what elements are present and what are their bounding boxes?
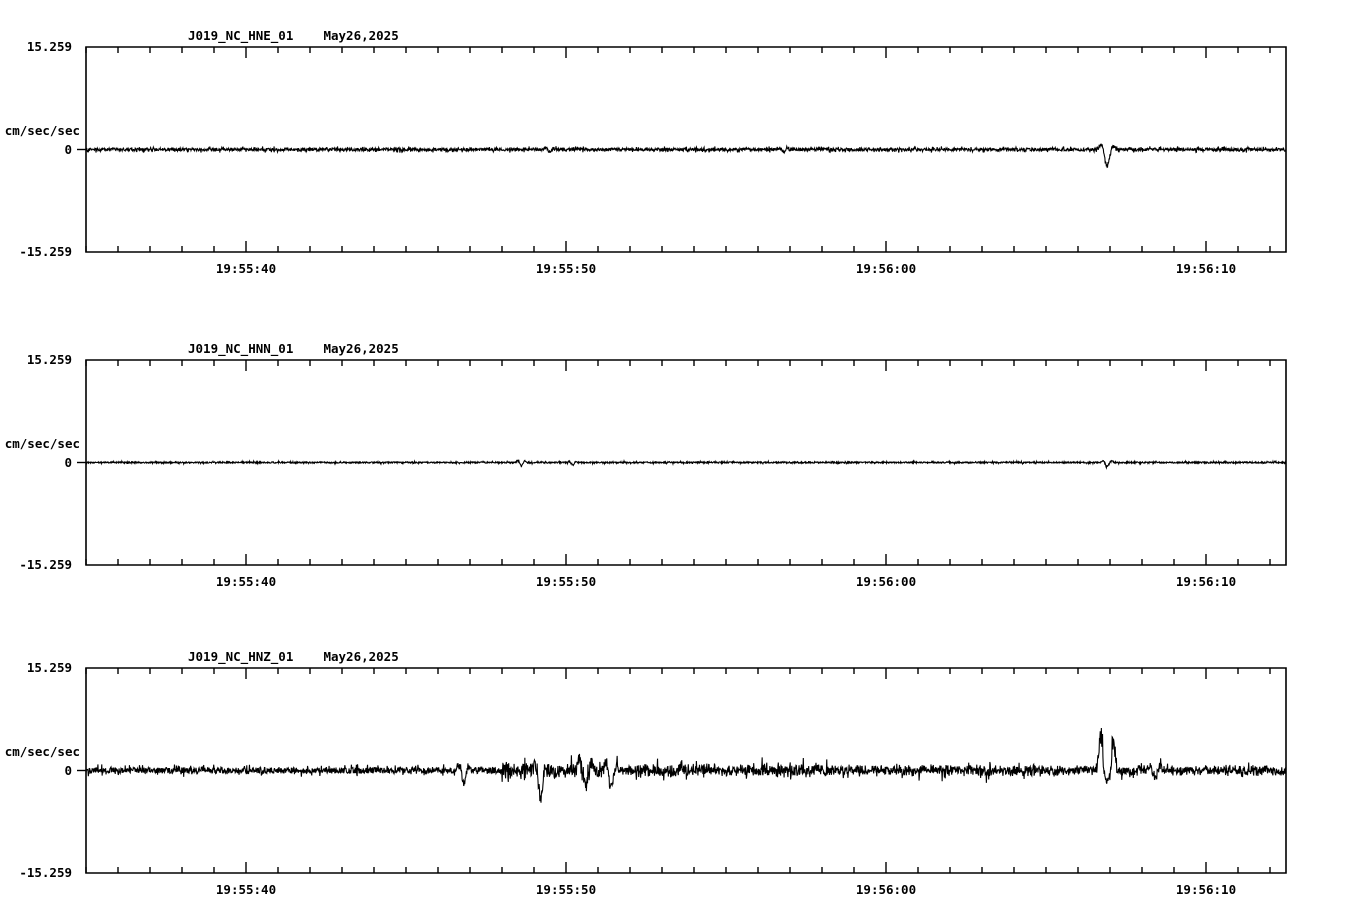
- x-axis-tick-label: 19:55:50: [535, 261, 597, 276]
- y-axis-zero-label: 0: [64, 762, 72, 778]
- x-axis-tick-label: 19:55:40: [215, 574, 277, 589]
- y-axis-zero-label: 0: [64, 454, 72, 470]
- x-axis-tick-label: 19:55:50: [535, 574, 597, 589]
- y-axis-zero-label: 0: [64, 141, 72, 157]
- x-axis-tick-label: 19:55:50: [535, 882, 597, 897]
- waveform-trace: [85, 143, 1287, 169]
- panel-title: J019_NC_HNZ_01 May26,2025: [188, 649, 399, 664]
- y-axis-units-label: cm/sec/sec: [4, 743, 80, 759]
- y-axis-min-label: -15.259: [19, 557, 72, 572]
- x-axis-tick-label: 19:55:40: [215, 261, 277, 276]
- y-axis-min-label: -15.259: [19, 244, 72, 259]
- x-axis-tick-label: 19:56:10: [1175, 882, 1237, 897]
- panel-title: J019_NC_HNN_01 May26,2025: [188, 341, 399, 356]
- y-axis-min-label: -15.259: [19, 865, 72, 880]
- x-axis-tick-label: 19:55:40: [215, 882, 277, 897]
- y-axis-max-label: 15.259: [26, 39, 72, 54]
- x-axis-tick-label: 19:56:10: [1175, 261, 1237, 276]
- panel-title: J019_NC_HNE_01 May26,2025: [188, 28, 399, 43]
- x-axis-tick-label: 19:56:00: [855, 261, 917, 276]
- x-axis-tick-label: 19:56:00: [855, 882, 917, 897]
- waveform-trace: [85, 458, 1287, 470]
- y-axis-max-label: 15.259: [26, 660, 72, 675]
- y-axis-max-label: 15.259: [26, 352, 72, 367]
- x-axis-tick-label: 19:56:10: [1175, 574, 1237, 589]
- y-axis-units-label: cm/sec/sec: [4, 122, 80, 138]
- x-axis-tick-label: 19:56:00: [855, 574, 917, 589]
- waveform-trace: [85, 727, 1287, 803]
- y-axis-units-label: cm/sec/sec: [4, 435, 80, 451]
